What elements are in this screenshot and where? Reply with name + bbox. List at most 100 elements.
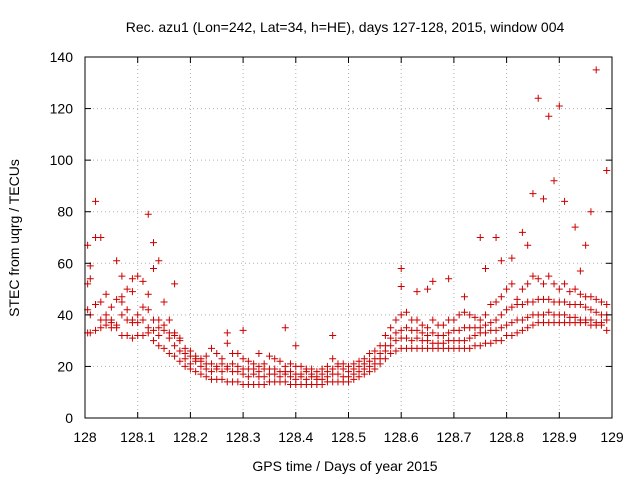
data-point [550,177,558,185]
data-point [308,365,316,373]
data-point [487,339,495,347]
data-point [239,326,247,334]
y-tick-label: 80 [57,204,73,220]
data-point [102,290,110,298]
data-point [123,306,131,314]
data-point [555,102,563,110]
data-point [218,375,226,383]
data-point [86,329,94,337]
data-point [497,337,505,345]
data-point [271,355,279,363]
data-point [139,316,147,324]
data-points [84,66,611,388]
data-point [413,316,421,324]
x-tick-label: 128.7 [436,429,471,445]
data-point [197,370,205,378]
data-point [155,324,163,332]
data-point [107,303,115,311]
x-tick-label: 128.8 [489,429,524,445]
y-tick-label: 60 [57,255,73,271]
data-point [139,277,147,285]
data-point [503,285,511,293]
data-point [424,331,432,339]
x-tick-label: 128.5 [331,429,366,445]
data-point [186,360,194,368]
data-point [529,190,537,198]
data-point [529,298,537,306]
data-point [460,308,468,316]
data-point [387,334,395,342]
data-point [176,347,184,355]
grid-lines [85,57,612,418]
data-point [587,316,595,324]
data-point [587,293,595,301]
data-point [118,272,126,280]
data-point [413,288,421,296]
data-point [276,357,284,365]
data-point [155,331,163,339]
data-point [181,362,189,370]
data-point [271,365,279,373]
x-tick-label: 128.6 [384,429,419,445]
data-point [165,316,173,324]
data-point [86,275,94,283]
data-point [466,311,474,319]
y-tick-label: 40 [57,307,73,323]
data-point [545,272,553,280]
data-point [518,301,526,309]
data-point [402,308,410,316]
data-point [424,285,432,293]
data-point [513,295,521,303]
data-point [518,316,526,324]
data-point [287,360,295,368]
data-point [202,373,210,381]
data-point [118,311,126,319]
data-point [371,347,379,355]
y-tick-label: 140 [50,49,74,65]
data-point [134,319,142,327]
data-point [482,311,490,319]
data-point [218,355,226,363]
data-point [397,264,405,272]
data-point [402,334,410,342]
data-point [213,350,221,358]
data-point [281,378,289,386]
data-point [339,360,347,368]
data-point [561,197,569,205]
data-point [165,350,173,358]
data-point [107,324,115,332]
data-point [92,326,100,334]
data-point [207,360,215,368]
data-point [545,295,553,303]
data-point [576,290,584,298]
data-point [102,316,110,324]
data-point [534,94,542,102]
data-point [492,326,500,334]
data-point [587,306,595,314]
data-point [244,357,252,365]
data-point [123,285,131,293]
data-point [376,350,384,358]
data-point [176,357,184,365]
data-point [97,234,105,241]
data-point [487,301,495,309]
data-point [97,324,105,332]
data-point [455,311,463,319]
data-point [561,311,569,319]
data-point [92,301,100,309]
x-tick-label: 128.3 [226,429,261,445]
data-point [387,350,395,358]
data-point [192,368,200,376]
data-point [334,370,342,378]
data-point [392,347,400,355]
data-point [587,208,595,216]
data-point [471,331,479,339]
data-point [265,352,273,360]
data-point [260,360,268,368]
data-point [545,308,553,316]
data-point [497,293,505,301]
data-point [518,285,526,293]
data-point [561,298,569,306]
data-point [92,197,100,205]
data-point [213,362,221,370]
